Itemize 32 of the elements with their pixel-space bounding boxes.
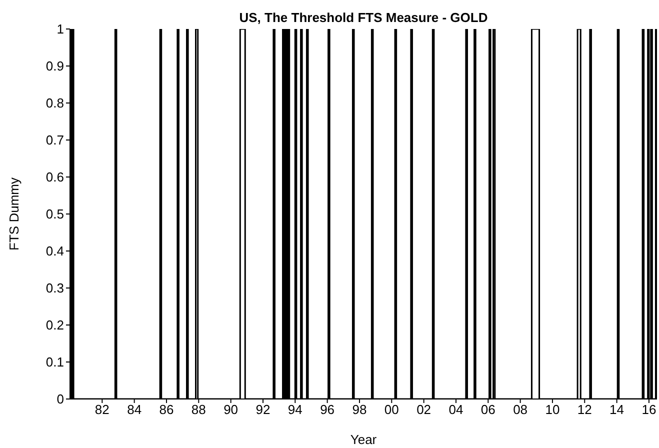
x-tick-label: 92 (256, 402, 270, 418)
y-tick-label: 0.7 (46, 132, 64, 148)
x-tick-label: 88 (191, 402, 206, 418)
y-tick-label: 0.1 (46, 354, 64, 370)
x-tick-label: 12 (577, 402, 592, 418)
x-tick-label: 84 (127, 402, 142, 418)
x-tick-label: 96 (320, 402, 335, 418)
y-tick-label: 1 (56, 22, 64, 37)
x-tick-label: 02 (416, 402, 432, 418)
x-tick-label: 04 (448, 402, 464, 418)
x-tick-label: 86 (159, 402, 174, 418)
y-tick-label: 0.8 (46, 96, 64, 111)
chart-title: US, The Threshold FTS Measure - GOLD (238, 10, 489, 26)
y-tick-label: 0 (56, 392, 64, 407)
x-tick-label: 16 (642, 402, 656, 418)
y-tick-label: 0.5 (46, 206, 64, 222)
x-tick-label: 06 (480, 402, 496, 418)
x-axis-title: Year (350, 432, 378, 447)
x-tick-label: 14 (610, 402, 624, 418)
y-tick-label: 0.2 (46, 318, 64, 333)
x-tick-label: 08 (513, 402, 528, 418)
y-axis-title: FTS Dummy (6, 177, 22, 250)
y-tick-label: 0.3 (46, 280, 64, 296)
y-tick-label: 0.6 (46, 170, 64, 185)
x-tick-label: 98 (352, 402, 367, 418)
x-tick-label: 82 (94, 402, 110, 418)
y-tick-label: 0.4 (46, 244, 64, 259)
y-tick-label: 0.9 (46, 58, 64, 74)
x-tick-label: 00 (384, 402, 399, 418)
x-tick-label: 90 (224, 402, 238, 418)
x-tick-label: 10 (545, 402, 560, 418)
x-tick-label: 94 (288, 402, 302, 418)
